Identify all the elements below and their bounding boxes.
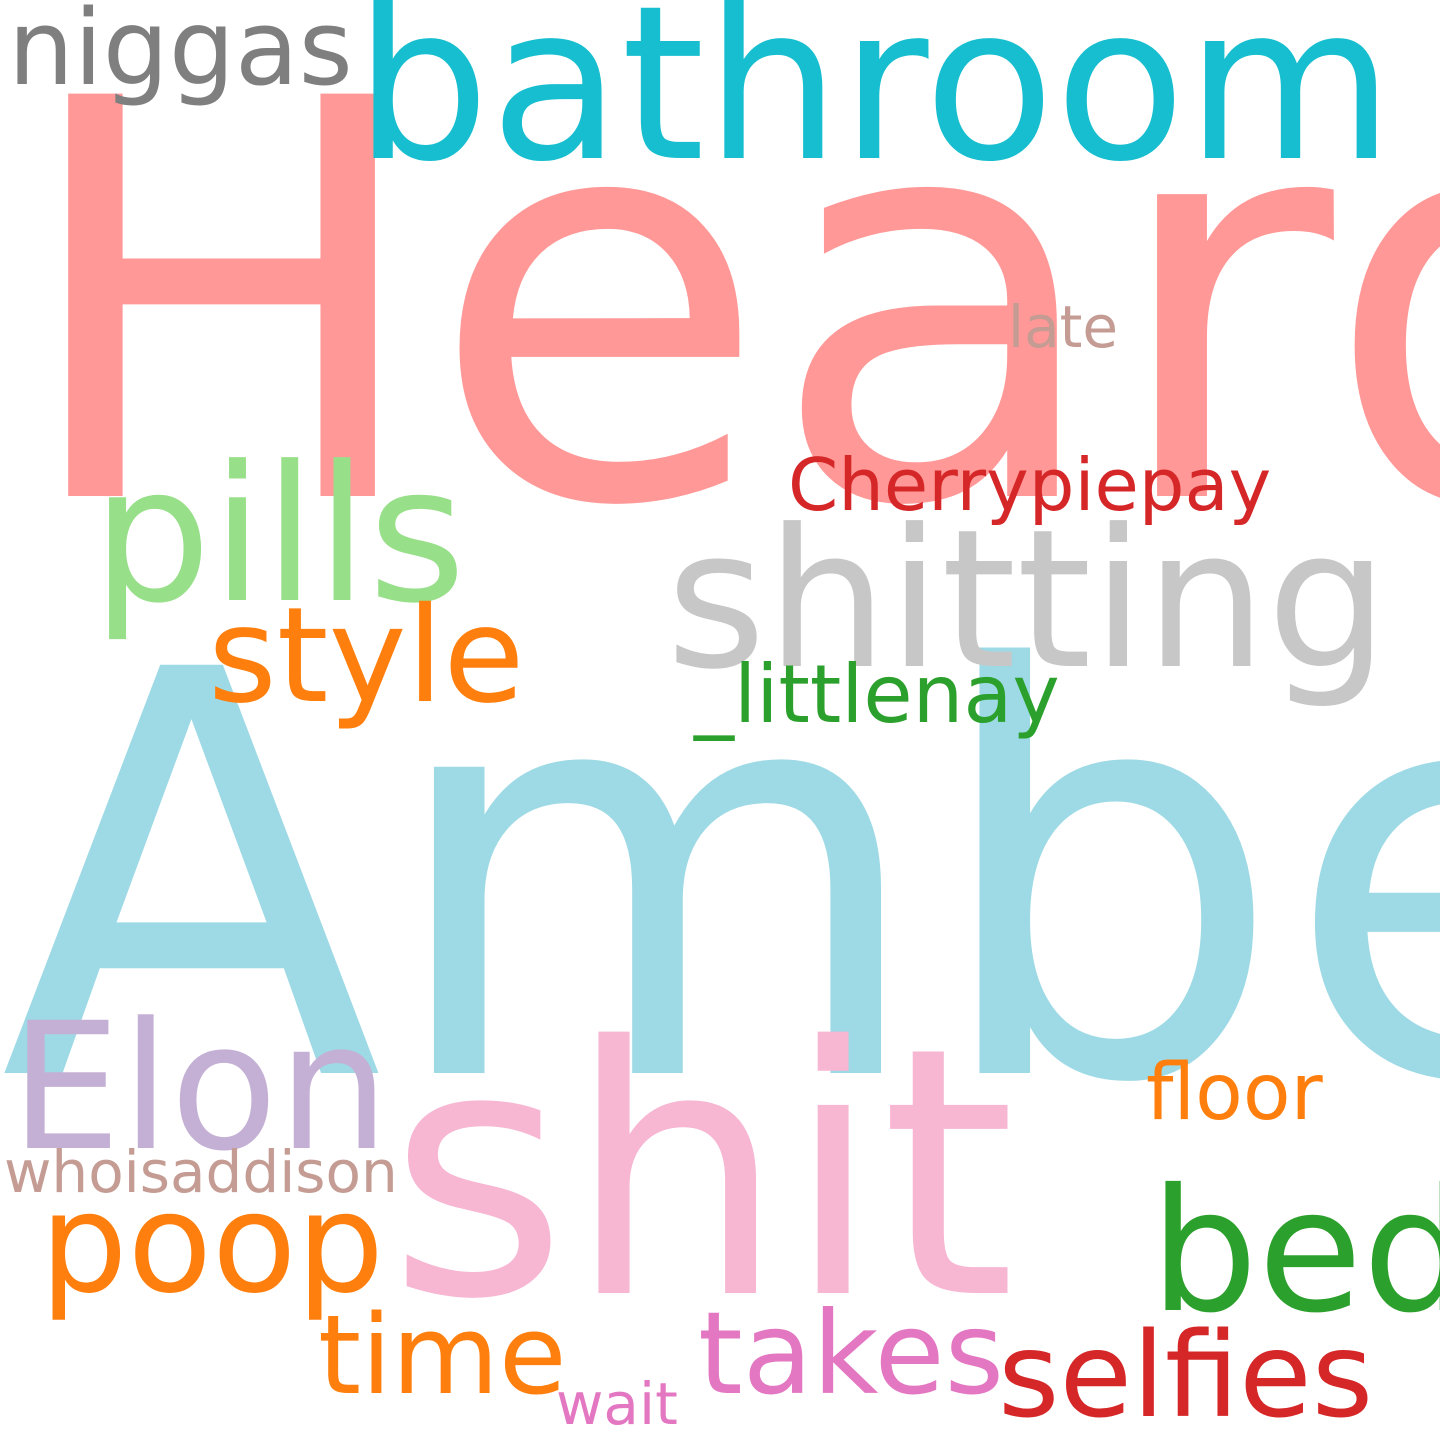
word-selfies: selfies: [998, 1306, 1374, 1440]
word-whoisaddison: whoisaddison: [4, 1138, 398, 1206]
word-elon: Elon: [10, 985, 390, 1190]
word-poop: poop: [40, 1163, 385, 1324]
word-amber: Amber: [0, 554, 1440, 1206]
word-time: time: [318, 1291, 567, 1419]
word-floor: floor: [1146, 1048, 1323, 1138]
word-style: style: [208, 579, 525, 733]
word-cherrypiepay: Cherrypiepay: [788, 443, 1272, 527]
word-niggas: niggas: [8, 0, 353, 109]
word-heard: Heard: [14, 0, 1440, 627]
word-bathroom: bathroom: [354, 0, 1395, 209]
word-shit: shit: [388, 975, 1016, 1375]
word-late: late: [1008, 293, 1119, 361]
word-pills: pills: [92, 426, 466, 645]
word-littlenay: _littlenay: [694, 648, 1060, 741]
word-wait: wait: [556, 1370, 678, 1438]
word-bed: bed: [1150, 1153, 1440, 1351]
word-takes: takes: [698, 1287, 1005, 1420]
word-shitting: shitting: [666, 489, 1389, 712]
